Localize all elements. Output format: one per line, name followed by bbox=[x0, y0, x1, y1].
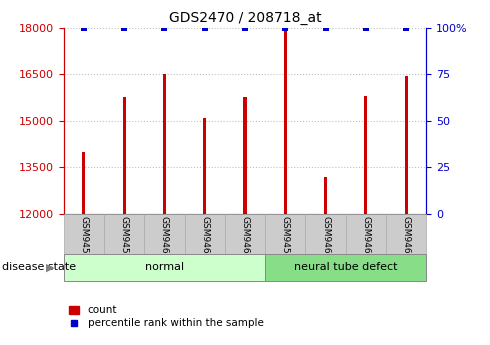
Bar bbox=[163, 74, 166, 214]
Text: normal: normal bbox=[145, 263, 184, 272]
Point bbox=[402, 25, 410, 30]
Text: GSM94602: GSM94602 bbox=[402, 216, 411, 265]
FancyBboxPatch shape bbox=[104, 214, 144, 254]
Point bbox=[120, 25, 128, 30]
Bar bbox=[265, 254, 426, 281]
Text: GSM94605: GSM94605 bbox=[241, 216, 249, 265]
Text: GSM94597: GSM94597 bbox=[281, 216, 290, 265]
Bar bbox=[364, 96, 368, 214]
FancyBboxPatch shape bbox=[64, 214, 104, 254]
FancyBboxPatch shape bbox=[386, 214, 426, 254]
Point bbox=[321, 25, 329, 30]
FancyBboxPatch shape bbox=[265, 214, 305, 254]
Point bbox=[241, 25, 249, 30]
FancyBboxPatch shape bbox=[144, 214, 185, 254]
Text: GSM94599: GSM94599 bbox=[120, 216, 129, 265]
FancyBboxPatch shape bbox=[346, 214, 386, 254]
FancyBboxPatch shape bbox=[305, 214, 346, 254]
Point bbox=[201, 25, 209, 30]
Bar bbox=[122, 97, 126, 214]
Text: disease state: disease state bbox=[2, 263, 76, 272]
Legend: count, percentile rank within the sample: count, percentile rank within the sample bbox=[69, 305, 264, 328]
Bar bbox=[324, 177, 327, 214]
Bar bbox=[405, 76, 408, 214]
Point bbox=[362, 25, 370, 30]
Title: GDS2470 / 208718_at: GDS2470 / 208718_at bbox=[169, 11, 321, 25]
Text: GSM94603: GSM94603 bbox=[160, 216, 169, 265]
FancyBboxPatch shape bbox=[185, 214, 225, 254]
Text: ▶: ▶ bbox=[47, 263, 55, 272]
Text: GSM94604: GSM94604 bbox=[200, 216, 209, 265]
Point bbox=[281, 25, 289, 30]
Text: GSM94598: GSM94598 bbox=[79, 216, 88, 265]
Bar bbox=[203, 118, 206, 214]
Bar bbox=[64, 254, 265, 281]
Bar bbox=[82, 152, 85, 214]
Bar bbox=[244, 97, 246, 214]
Bar bbox=[284, 31, 287, 214]
Text: GSM94601: GSM94601 bbox=[361, 216, 370, 265]
Point bbox=[161, 25, 169, 30]
Text: neural tube defect: neural tube defect bbox=[294, 263, 397, 272]
Point bbox=[80, 25, 88, 30]
Text: GSM94600: GSM94600 bbox=[321, 216, 330, 265]
FancyBboxPatch shape bbox=[225, 214, 265, 254]
